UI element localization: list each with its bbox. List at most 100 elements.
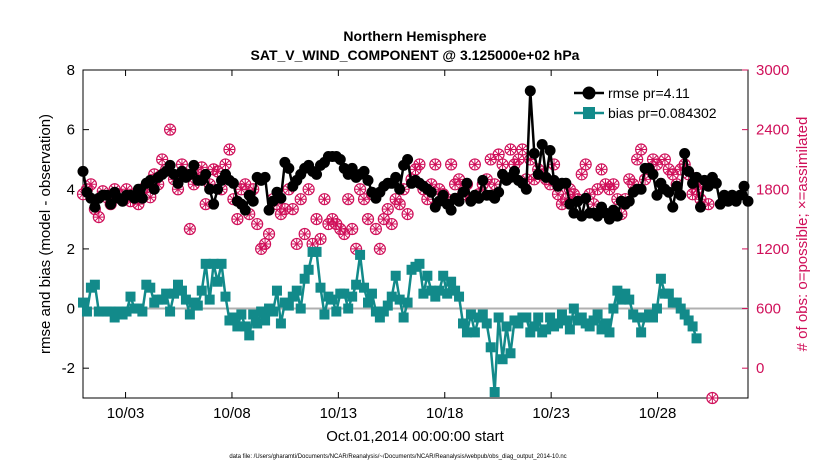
bias-point [461,327,472,338]
bias-point [386,291,397,302]
rmse-point [85,192,97,204]
bias-point [446,276,457,287]
possible-point [251,217,264,231]
y-tick-labels-right: 0 600 1200 1800 2400 3000 [756,62,789,377]
x-tick-label: 10/03 [107,405,145,422]
assimilated-point [196,162,207,173]
bias-point [109,312,120,323]
legend-bias-marker [583,107,595,119]
rmse-point [742,195,754,207]
assimilated-point [260,238,271,249]
y-tick-label-right: 600 [756,301,781,318]
bias-point [145,282,156,293]
assimilated-point [355,184,366,195]
rmse-point [695,201,706,213]
rmse-point [402,153,414,165]
bias-point [299,273,310,284]
bias-point [236,309,247,320]
rmse-point [477,174,489,186]
assimilated-point [469,159,480,170]
possible-point [231,212,244,226]
assimilated-point [636,144,647,155]
bias-point [244,330,255,341]
assimilated-point [422,194,433,205]
possible-point [445,158,458,171]
bias-point [402,297,413,308]
assimilated-point [291,238,302,249]
bias-point [105,306,116,317]
assimilated-point [529,174,540,185]
rmse-point [524,85,536,97]
bias-point [604,327,615,338]
assimilated-point [256,243,267,254]
assimilated-point [331,219,342,230]
rmse-point [311,168,323,180]
bias-point [204,294,215,305]
bias-point [339,288,350,299]
bias-point [458,318,468,329]
bias-point [651,303,662,314]
x-axis-label: Oct.01,2014 00:00:00 start [326,428,504,445]
bias-point [196,285,207,296]
bias-point [268,306,278,317]
assimilated-point [347,224,358,234]
rmse-point [675,189,687,201]
assimilated-point [568,189,579,200]
rmse-point [148,183,160,195]
bias-point [220,291,231,302]
assimilated-point [390,194,401,205]
data-file-note: data file: /Users/gharamti/Documents/NCA… [229,454,566,460]
assimilated-point [200,199,211,210]
rmse-point [734,189,746,201]
rmse-point [508,165,520,177]
y-tick-label-left: 2 [67,241,75,258]
assimilated-point [624,174,635,185]
assimilated-point [343,194,354,205]
assimilated-point [446,159,457,170]
assimilated-point [264,229,274,239]
assimilated-point [279,204,290,215]
assimilated-point [295,194,306,205]
assimilated-point [505,144,516,155]
rmse-point [77,165,89,177]
bias-point [78,297,88,308]
rmse-point [647,168,659,180]
bias-point [355,249,366,260]
assimilated-point [145,192,156,203]
assimilated-point [493,149,504,160]
bias-point [319,309,330,320]
assimilated-point [374,243,385,254]
bias-point [683,315,694,326]
bias-point [157,294,168,305]
rmse-point [651,189,663,201]
assimilated-point [402,209,413,220]
possible-point [318,193,331,206]
assimilated-point [184,224,195,234]
assimilated-point [363,214,373,225]
bias-point [442,288,453,299]
bias-point [501,321,512,332]
bias-point [671,297,682,308]
bias-point [248,309,259,320]
rmse-point [263,204,275,216]
assimilated-point [430,159,441,170]
rmse-point [457,186,469,198]
bias-point [287,291,298,302]
assimilated-point [327,214,338,225]
assimilated-point [525,154,536,165]
bias-point [161,288,172,299]
bias-point [465,309,476,320]
x-tick-label: 10/08 [213,405,251,422]
rmse-point [105,198,117,210]
assimilated-point [648,154,658,165]
rmse-point [259,171,271,183]
bias-point [675,303,686,314]
assimilated-point [192,169,203,180]
bias-point [529,321,540,332]
assimilated-point [592,184,603,195]
chart-subtitle: SAT_V_WIND_COMPONENT @ 3.125000e+02 hPa [251,47,580,63]
assimilated-point [173,184,183,195]
possible-point [290,237,303,251]
assimilated-point [549,159,559,170]
